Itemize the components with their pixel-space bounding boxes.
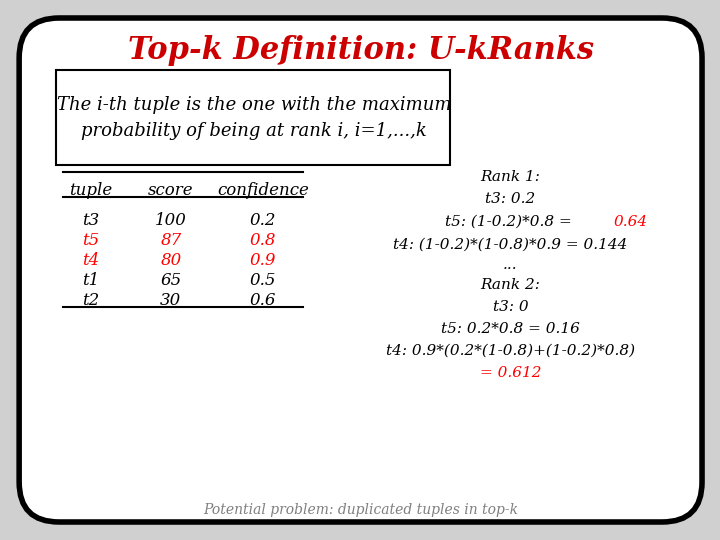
Text: Rank 2:: Rank 2:: [480, 278, 540, 292]
Text: 0.5: 0.5: [250, 272, 276, 289]
Text: t2: t2: [82, 292, 99, 309]
Text: t1: t1: [82, 272, 99, 289]
Text: t5: (1-0.2)*0.8 =: t5: (1-0.2)*0.8 =: [444, 215, 576, 229]
Text: 0.64: 0.64: [613, 215, 647, 229]
Text: t3: t3: [82, 212, 99, 229]
FancyBboxPatch shape: [56, 70, 451, 165]
Text: 0.8: 0.8: [250, 232, 276, 249]
Text: 30: 30: [161, 292, 181, 309]
Text: score: score: [148, 182, 194, 199]
Text: Potential problem: duplicated tuples in top-k: Potential problem: duplicated tuples in …: [203, 503, 518, 517]
Text: 65: 65: [161, 272, 181, 289]
Text: t4: t4: [82, 252, 99, 269]
Text: t4: 0.9*(0.2*(1-0.8)+(1-0.2)*0.8): t4: 0.9*(0.2*(1-0.8)+(1-0.2)*0.8): [386, 344, 635, 358]
FancyBboxPatch shape: [19, 18, 702, 522]
Text: Top-k Definition: U-kRanks: Top-k Definition: U-kRanks: [127, 35, 593, 65]
Text: 0.6: 0.6: [250, 292, 276, 309]
Text: Rank 1:: Rank 1:: [480, 170, 540, 184]
Text: 87: 87: [161, 232, 181, 249]
Text: confidence: confidence: [217, 182, 309, 199]
Text: t5: 0.2*0.8 = 0.16: t5: 0.2*0.8 = 0.16: [441, 322, 580, 336]
Text: t4: (1-0.2)*(1-0.8)*0.9 = 0.144: t4: (1-0.2)*(1-0.8)*0.9 = 0.144: [393, 238, 628, 252]
Text: 0.9: 0.9: [250, 252, 276, 269]
Text: t3: 0.2: t3: 0.2: [485, 192, 536, 206]
Text: The i-th tuple is the one with the maximum
probability of being at rank i, i=1,.: The i-th tuple is the one with the maxim…: [56, 97, 451, 139]
Text: = 0.612: = 0.612: [480, 366, 541, 380]
Text: 80: 80: [161, 252, 181, 269]
Text: 0.2: 0.2: [250, 212, 276, 229]
Text: ...: ...: [503, 258, 518, 272]
Text: 100: 100: [155, 212, 186, 229]
Text: t3: 0: t3: 0: [492, 300, 528, 314]
Text: t5: t5: [82, 232, 99, 249]
Text: tuple: tuple: [69, 182, 112, 199]
